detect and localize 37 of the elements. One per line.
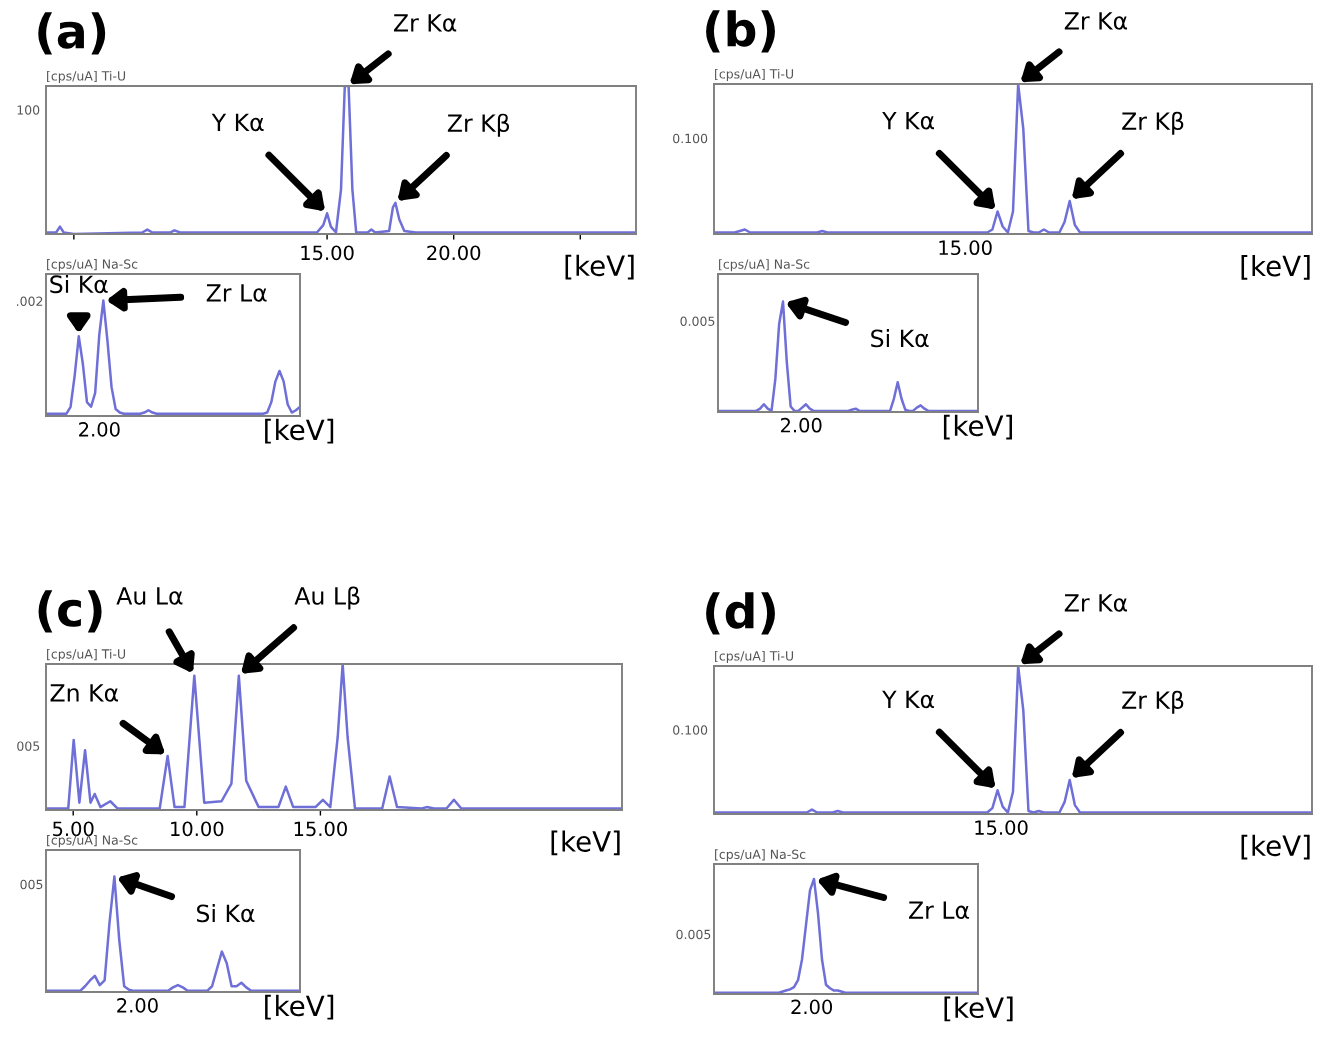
annotation: Y Kα bbox=[882, 690, 935, 709]
text: 2.00 bbox=[117, 998, 158, 1013]
annotation: Au Lα bbox=[116, 587, 183, 605]
annotation: Au Lβ bbox=[294, 586, 360, 610]
chart-title: (a) bbox=[38, 12, 106, 55]
annotation: Zr Kα bbox=[393, 14, 457, 32]
chart-title: (c) bbox=[38, 590, 102, 633]
annotation: Y Kα bbox=[882, 111, 935, 130]
x-tick-label: 10.00 bbox=[171, 821, 224, 837]
x-tick-label: 5.00 bbox=[53, 821, 94, 837]
x-axis-title: [keV] bbox=[265, 418, 334, 444]
annotation: Si Kα bbox=[871, 329, 929, 348]
annotation: Zr Lα bbox=[909, 901, 969, 920]
x-tick-label: 15.00 bbox=[294, 821, 347, 837]
annotation: Si Kα bbox=[197, 904, 255, 923]
x-axis-title: [keV] bbox=[1241, 255, 1310, 280]
annotation: Zr Kβ bbox=[447, 113, 510, 137]
annotation: Zr Lα bbox=[206, 284, 267, 302]
text: Zr Kα bbox=[1064, 12, 1128, 30]
chart-title: (b) bbox=[706, 10, 775, 53]
text: 2.00 bbox=[791, 999, 833, 1015]
x-axis-title: [keV] bbox=[551, 830, 620, 856]
x-axis-title: [keV] bbox=[944, 996, 1013, 1022]
chart-title: (d) bbox=[706, 592, 775, 635]
text: Si Kα bbox=[50, 274, 108, 294]
text: 2.00 bbox=[79, 422, 120, 437]
annotation: Y Kα bbox=[211, 113, 264, 132]
annotation: Zn Kα bbox=[50, 684, 119, 702]
annotation: Zr Kβ bbox=[1122, 690, 1184, 714]
x-axis-title: [keV] bbox=[565, 254, 634, 280]
text: Zr Kα bbox=[1064, 594, 1128, 612]
annotation: Zr Kβ bbox=[1122, 111, 1184, 135]
x-tick-label: 20.00 bbox=[427, 245, 481, 261]
x-axis-title: [keV] bbox=[943, 414, 1013, 440]
text: 2.00 bbox=[780, 417, 822, 433]
x-axis-title: [keV] bbox=[265, 994, 334, 1020]
x-axis-title: [keV] bbox=[1241, 834, 1310, 860]
